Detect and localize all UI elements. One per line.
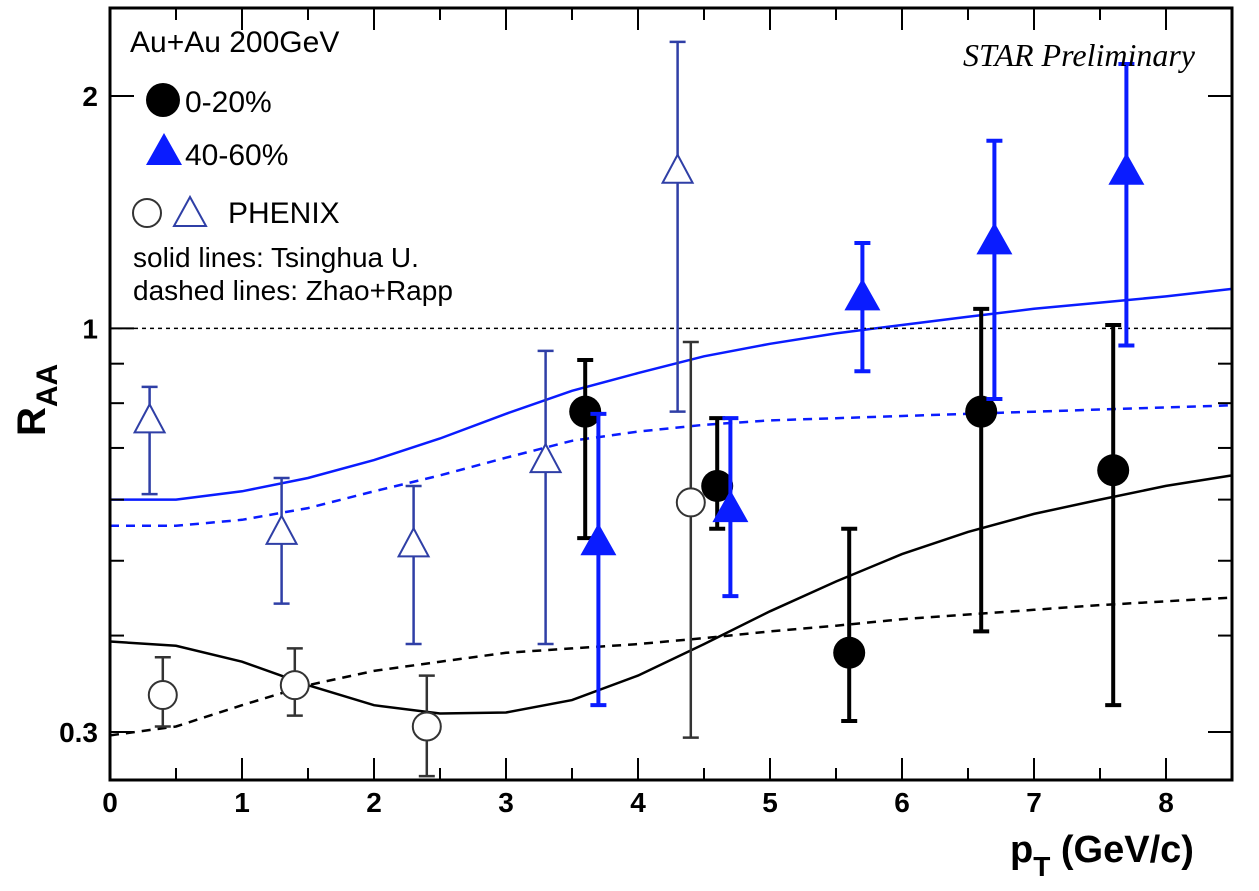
marker-filled-circle [569, 395, 602, 428]
legend-marker-phenix-circle [132, 198, 162, 228]
curve-zhao-rapp-0-20- [109, 596, 1233, 737]
x-axis-title-sub: T [1033, 851, 1050, 882]
legend-label-0-20: 0-20% [185, 86, 272, 119]
x-tick-label: 5 [762, 787, 778, 818]
point-phenix-0-20--1 [279, 647, 310, 717]
point-0-20--3 [965, 306, 998, 634]
legend-marker-phenix-triangle [172, 194, 208, 227]
marker-open-triangle [132, 402, 167, 434]
point-40-60--0 [580, 411, 617, 708]
x-tick-label: 8 [1158, 787, 1174, 818]
marker-filled-circle [1097, 454, 1130, 487]
point-phenix-0-20--0 [147, 655, 178, 728]
marker-open-circle [147, 680, 178, 711]
x-tick-label: 6 [894, 787, 910, 818]
marker-filled-triangle [976, 222, 1013, 255]
point-40-60--3 [976, 138, 1013, 402]
y-axis-title-main: R [10, 407, 54, 436]
y-tick-label: 2 [82, 81, 98, 112]
y-tick-label: 0.3 [59, 717, 98, 748]
x-axis-title: pT (GeV/c) [1010, 829, 1194, 882]
model-curves [109, 287, 1233, 737]
x-axis-title-unit: (GeV/c) [1050, 829, 1194, 871]
point-0-20--4 [1097, 323, 1130, 708]
point-phenix-40-60--3 [528, 349, 563, 646]
legend-note-dashed: dashed lines: Zhao+Rapp [133, 275, 453, 306]
marker-filled-triangle [844, 278, 881, 311]
point-phenix-0-20--3 [675, 340, 706, 739]
marker-open-triangle [528, 442, 563, 474]
marker-open-circle [675, 487, 706, 518]
x-tick-label: 1 [234, 787, 250, 818]
axes: 0 1 2 3 4 5 6 7 8 0.3 1 2 [59, 6, 1234, 818]
y-tick-label: 1 [82, 313, 98, 344]
point-phenix-0-20--2 [411, 674, 442, 778]
marker-open-circle [279, 670, 310, 701]
x-tick-label: 2 [366, 787, 382, 818]
point-phenix-40-60--1 [264, 476, 299, 605]
marker-filled-circle [965, 395, 998, 428]
curve-tsinghua-u-0-20- [109, 474, 1233, 715]
plot-frame [108, 6, 1234, 782]
x-tick-label: 3 [498, 787, 514, 818]
legend-marker-40-60 [146, 133, 182, 165]
point-0-20--2 [833, 526, 866, 724]
collision-label: Au+Au 200GeV [130, 26, 339, 59]
point-40-60--4 [1108, 62, 1145, 348]
marker-filled-circle [833, 636, 866, 669]
point-0-20--0 [569, 357, 602, 541]
point-40-60--1 [712, 416, 749, 599]
marker-filled-triangle [712, 490, 749, 523]
curve-zhao-rapp-40-60- [110, 404, 1233, 528]
y-axis-title-sub: AA [31, 364, 64, 407]
x-tick-label: 7 [1026, 787, 1042, 818]
marker-open-circle [411, 711, 442, 742]
x-axis-title-main: p [1010, 829, 1033, 871]
x-tick-label: 0 [102, 787, 118, 818]
legend-note-solid: solid lines: Tsinghua U. [133, 242, 419, 273]
point-40-60--2 [844, 240, 881, 374]
point-phenix-40-60--4 [660, 40, 695, 413]
legend-label-40-60: 40-60% [185, 139, 288, 172]
marker-filled-circle [701, 469, 734, 502]
point-phenix-40-60--2 [396, 484, 431, 646]
marker-filled-triangle [580, 523, 617, 556]
marker-filled-triangle [1108, 152, 1145, 185]
legend-marker-0-20 [146, 83, 180, 117]
curve-tsinghua-u-40-60- [110, 287, 1233, 501]
x-tick-label: 4 [630, 787, 646, 818]
point-0-20--1 [701, 416, 734, 531]
y-axis-title: RAA [10, 364, 64, 436]
point-phenix-40-60--0 [132, 385, 167, 496]
marker-open-triangle [264, 513, 299, 545]
marker-open-triangle [396, 526, 431, 558]
star-preliminary-watermark: STAR Preliminary [963, 37, 1196, 73]
legend-label-phenix: PHENIX [228, 197, 340, 230]
data-points [132, 40, 1145, 778]
marker-open-triangle [660, 152, 695, 184]
